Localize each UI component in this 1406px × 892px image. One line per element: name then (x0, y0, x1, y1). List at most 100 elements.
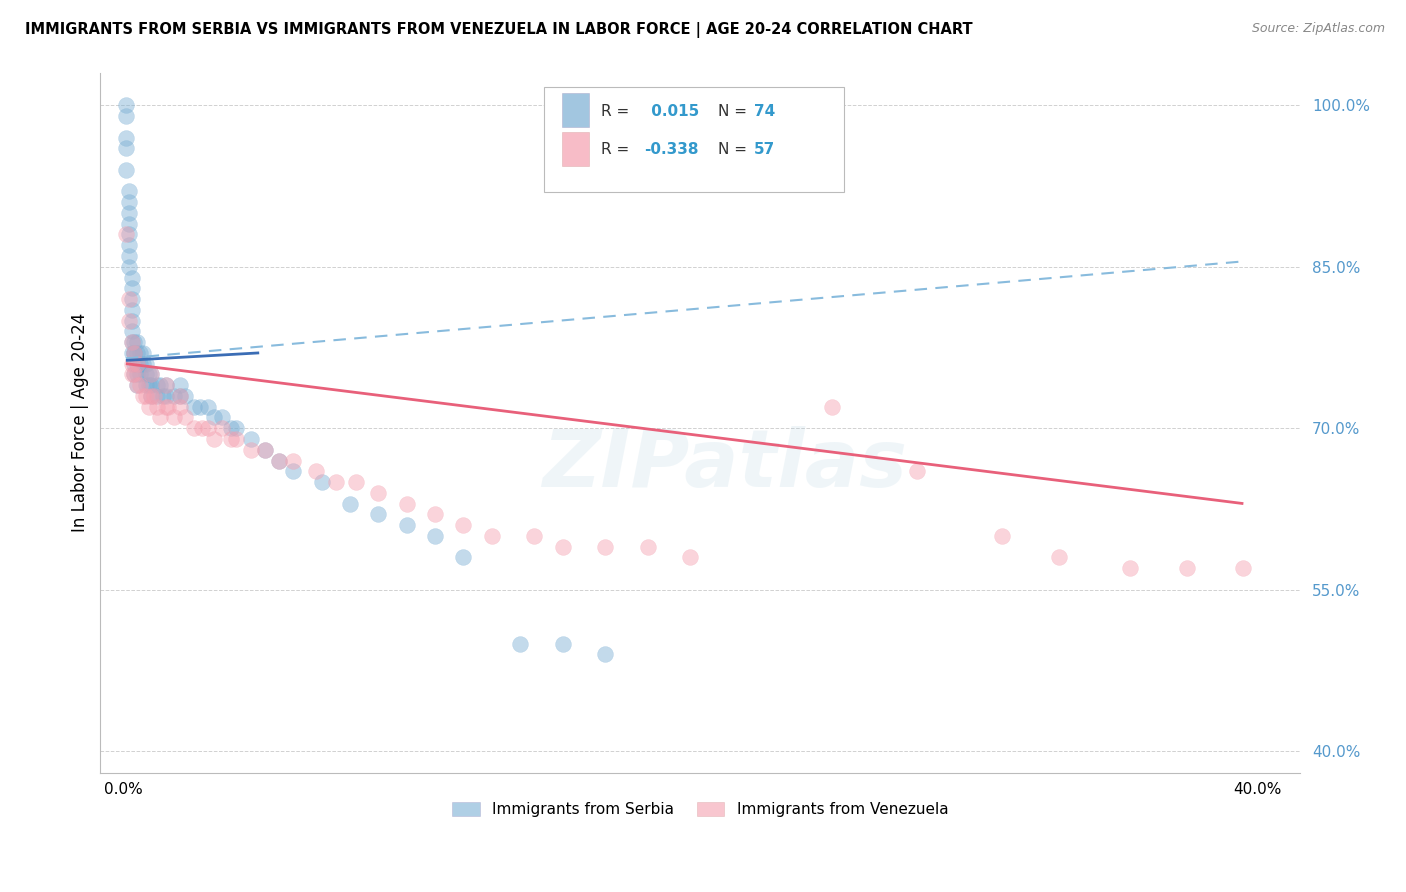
Point (481, 529, 503, 543)
Point (174, 389, 197, 403)
Text: R =: R = (600, 104, 628, 119)
Point (135, 357, 157, 371)
Point (146, 389, 169, 403)
Text: ZIPatlas: ZIPatlas (541, 425, 907, 504)
Point (149, 410, 172, 425)
Point (453, 518, 475, 533)
Point (157, 400, 180, 414)
Point (149, 378, 172, 392)
Point (118, 249, 141, 263)
Point (174, 410, 197, 425)
Point (121, 302, 143, 317)
Point (1175, 561, 1198, 575)
Point (115, 162, 138, 177)
Point (115, 227, 138, 242)
Point (124, 346, 146, 360)
Point (118, 185, 141, 199)
Point (453, 550, 475, 565)
Point (593, 540, 616, 554)
Point (169, 378, 191, 392)
Point (395, 497, 418, 511)
Point (155, 389, 177, 403)
Point (115, 141, 138, 155)
Point (138, 400, 160, 414)
Point (202, 432, 225, 446)
Point (152, 389, 174, 403)
Point (118, 217, 141, 231)
Point (551, 636, 574, 650)
Text: Source: ZipAtlas.com: Source: ZipAtlas.com (1251, 22, 1385, 36)
Point (118, 206, 141, 220)
Point (239, 432, 262, 446)
Point (127, 346, 149, 360)
Point (132, 346, 155, 360)
Point (202, 410, 225, 425)
Point (138, 378, 160, 392)
Point (121, 292, 143, 306)
Point (121, 313, 143, 327)
Point (129, 346, 152, 360)
Point (267, 453, 290, 467)
Point (197, 400, 219, 414)
Point (169, 400, 191, 414)
Point (118, 195, 141, 210)
Point (423, 529, 446, 543)
Point (183, 421, 205, 435)
Y-axis label: In Labor Force | Age 20-24: In Labor Force | Age 20-24 (72, 313, 89, 533)
Text: N =: N = (718, 143, 747, 158)
Text: 0.015: 0.015 (647, 104, 700, 119)
Point (129, 368, 152, 382)
Point (211, 410, 233, 425)
Point (129, 357, 152, 371)
Bar (562, 132, 589, 166)
Point (135, 368, 157, 382)
Point (821, 400, 844, 414)
Point (118, 313, 141, 327)
Point (121, 368, 143, 382)
Point (138, 368, 160, 382)
Point (132, 389, 155, 403)
Point (118, 227, 141, 242)
Point (135, 389, 157, 403)
Point (191, 421, 214, 435)
Point (118, 238, 141, 252)
Point (283, 453, 305, 467)
Point (1047, 550, 1070, 565)
Point (141, 368, 163, 382)
Point (121, 281, 143, 295)
Point (183, 400, 205, 414)
Point (141, 389, 163, 403)
Point (115, 109, 138, 123)
Point (115, 130, 138, 145)
Point (127, 378, 149, 392)
Point (905, 464, 928, 478)
Point (124, 335, 146, 350)
Point (225, 421, 247, 435)
Point (305, 464, 328, 478)
Point (169, 389, 191, 403)
Point (283, 464, 305, 478)
Point (146, 378, 169, 392)
Point (509, 636, 531, 650)
Point (124, 368, 146, 382)
Point (211, 421, 233, 435)
Point (127, 357, 149, 371)
Text: 74: 74 (754, 104, 776, 119)
Point (325, 475, 347, 489)
Point (121, 335, 143, 350)
Point (121, 357, 143, 371)
Legend: Immigrants from Serbia, Immigrants from Venezuela: Immigrants from Serbia, Immigrants from … (444, 794, 956, 824)
Point (253, 442, 276, 457)
Point (124, 357, 146, 371)
Text: IMMIGRANTS FROM SERBIA VS IMMIGRANTS FROM VENEZUELA IN LABOR FORCE | AGE 20-24 C: IMMIGRANTS FROM SERBIA VS IMMIGRANTS FRO… (25, 22, 973, 38)
Point (155, 400, 177, 414)
Point (1232, 561, 1254, 575)
Point (637, 540, 659, 554)
Point (143, 389, 166, 403)
Point (127, 378, 149, 392)
Point (311, 475, 333, 489)
Point (141, 378, 163, 392)
Point (423, 508, 446, 522)
Point (239, 442, 262, 457)
Point (146, 400, 169, 414)
